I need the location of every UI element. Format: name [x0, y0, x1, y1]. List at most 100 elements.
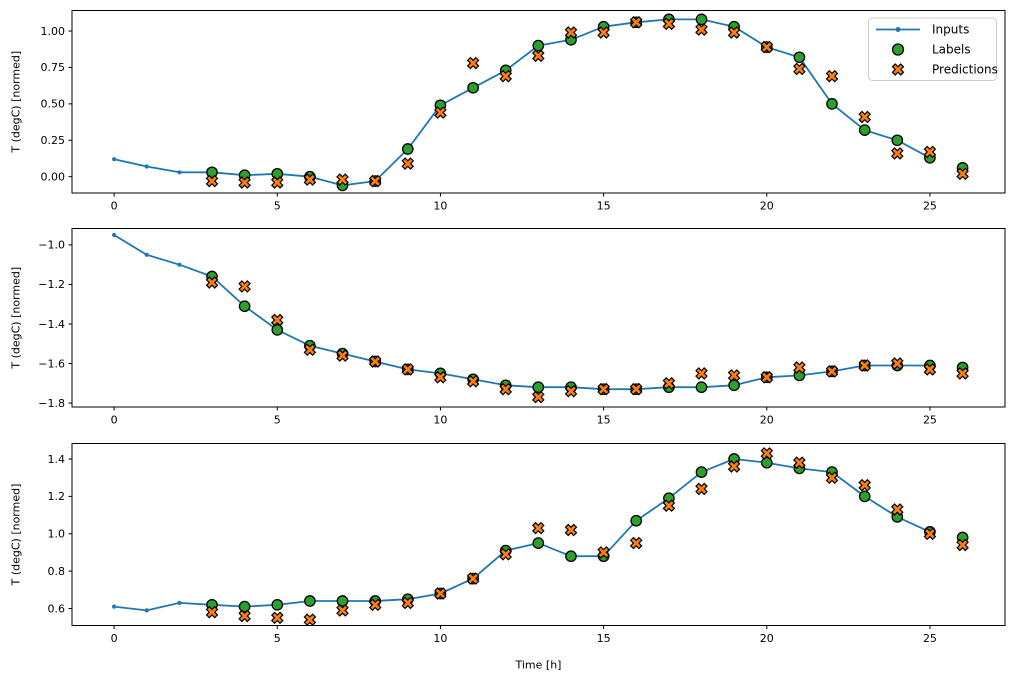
prediction-point-marker: [597, 546, 610, 559]
label-point-marker: [271, 324, 284, 336]
label-point-marker: [630, 514, 643, 527]
x-tick-label: 20: [760, 632, 774, 645]
x-tick-label: 0: [111, 414, 118, 427]
prediction-point-marker: [695, 367, 708, 380]
prediction-point-marker: [727, 369, 741, 382]
axes-frame: [71, 10, 1006, 194]
y-tick-label: 1.4: [48, 453, 66, 466]
label-point-marker: [336, 595, 349, 607]
prediction-point-marker: [956, 167, 969, 181]
prediction-point-marker: [662, 376, 676, 390]
prediction-point-marker: [695, 23, 708, 36]
prediction-point-marker: [858, 110, 872, 124]
inputs-point-marker: [144, 164, 149, 169]
y-tick-label: −1.2: [38, 278, 65, 291]
x-tick-label: 25: [923, 414, 937, 427]
prediction-point-marker: [303, 343, 317, 357]
prediction-point-marker: [303, 173, 317, 186]
prediction-point-marker: [760, 447, 774, 460]
prediction-point-marker: [238, 280, 251, 293]
x-tick-label: 15: [597, 200, 611, 213]
inputs-point-marker: [112, 232, 117, 238]
x-tick-label: 15: [597, 414, 611, 427]
label-point-marker: [891, 134, 904, 147]
subplot-2: 0 5 10 15 20 25 −1.0 −1.2 −1.4 −1.6 −1.8 T (degC) […: [10, 228, 1006, 427]
series-inputs-subplot-1: [112, 17, 933, 188]
legend-item-predictions: Predictions: [891, 63, 998, 77]
label-point-marker: [858, 490, 871, 503]
subplot-3: 0 5 10 15 20 25 0.6 0.8 1.0 1.2 1.4 T (degC) [norme…: [10, 443, 1006, 672]
x-tick-label: 15: [597, 632, 611, 645]
legend-item-label: Inputs: [932, 23, 969, 37]
inputs-point-marker: [177, 600, 182, 606]
x-tick-label: 0: [111, 200, 118, 213]
label-point-marker: [271, 598, 284, 611]
prediction-point-marker: [629, 15, 643, 29]
prediction-point-marker: [531, 521, 545, 535]
prediction-point-marker: [238, 609, 251, 623]
y-tick-label: 0.50: [41, 98, 66, 111]
label-point-marker: [401, 143, 414, 155]
prediction-point-marker: [564, 384, 578, 398]
x-tick-label: 5: [274, 414, 281, 427]
axes-frame: [71, 443, 1006, 626]
inputs-point-marker: [144, 608, 149, 613]
inputs-point-marker: [112, 604, 117, 609]
legend-inputs-dot-sample: [895, 27, 901, 32]
prediction-point-marker: [499, 69, 513, 83]
label-point-marker: [467, 81, 479, 94]
prediction-point-marker: [205, 174, 219, 188]
legend-item-label: Labels: [932, 43, 971, 57]
prediction-point-marker: [629, 536, 643, 550]
y-tick-label: 0.00: [41, 170, 66, 183]
legend-item-labels: Labels: [891, 43, 971, 57]
prediction-point-marker: [466, 572, 480, 585]
series-labels-subplot-3: [206, 453, 969, 613]
inputs-point-marker: [177, 262, 182, 267]
series-inputs-subplot-3: [112, 456, 933, 613]
label-point-marker: [238, 600, 251, 613]
inputs-line: [113, 234, 930, 391]
x-tick-label: 10: [433, 200, 447, 213]
prediction-point-marker: [205, 276, 219, 289]
prediction-point-marker: [401, 363, 415, 376]
prediction-point-marker: [760, 370, 774, 384]
label-point-marker: [532, 381, 545, 394]
legend-item-inputs: Inputs: [876, 23, 969, 37]
prediction-point-marker: [531, 49, 545, 63]
prediction-point-marker: [499, 547, 513, 561]
inputs-point-marker: [144, 252, 149, 257]
prediction-point-marker: [662, 499, 676, 513]
y-axis-label: T (degC) [normed]: [10, 267, 23, 370]
axes-frame: [71, 228, 1006, 408]
prediction-point-marker: [858, 359, 872, 372]
label-point-marker: [695, 466, 708, 478]
prediction-point-marker: [956, 367, 969, 380]
prediction-point-marker: [597, 382, 610, 396]
label-point-marker: [532, 537, 545, 549]
prediction-point-marker: [923, 527, 937, 541]
prediction-point-marker: [336, 349, 349, 362]
x-axis-label: Time [h]: [515, 659, 562, 672]
prediction-point-marker: [564, 26, 578, 39]
label-point-marker: [858, 124, 871, 136]
series-labels-subplot-2: [206, 270, 969, 396]
prediction-point-marker: [695, 482, 708, 496]
inputs-point-marker: [177, 170, 182, 175]
prediction-point-marker: [434, 370, 447, 384]
prediction-point-marker: [238, 176, 251, 189]
series-predictions-subplot-3: [205, 447, 969, 627]
y-axis-label: T (degC) [normed]: [10, 484, 23, 587]
series-predictions-subplot-1: [205, 15, 969, 189]
y-axis-label: T (degC) [normed]: [10, 51, 23, 154]
label-point-marker: [565, 550, 577, 563]
y-tick-label: −1.0: [38, 239, 65, 252]
prediction-point-marker: [531, 390, 545, 404]
prediction-point-marker: [793, 361, 806, 374]
prediction-point-marker: [858, 478, 872, 492]
prediction-point-marker: [270, 611, 284, 625]
prediction-point-marker: [499, 382, 513, 396]
prediction-point-marker: [434, 587, 447, 600]
